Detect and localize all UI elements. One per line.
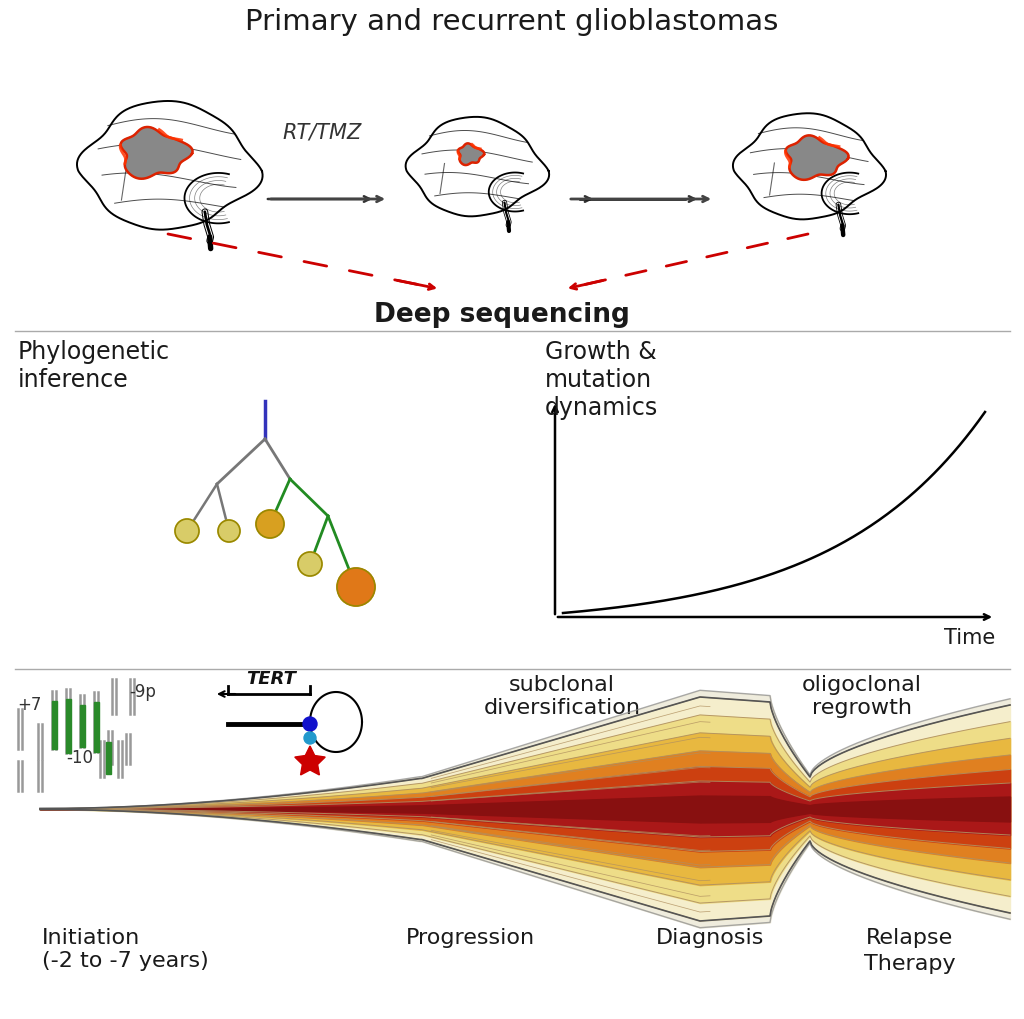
Polygon shape: [488, 173, 523, 212]
Circle shape: [175, 520, 199, 543]
Polygon shape: [821, 173, 858, 215]
Text: TERT: TERT: [246, 669, 296, 688]
Polygon shape: [184, 174, 229, 224]
Text: -10: -10: [66, 748, 93, 766]
Text: Growth &
mutation
dynamics: Growth & mutation dynamics: [545, 339, 658, 419]
Text: subclonal
diversification: subclonal diversification: [483, 675, 640, 717]
Polygon shape: [406, 118, 549, 217]
Circle shape: [303, 717, 317, 732]
Bar: [80, 705, 85, 747]
Bar: [52, 701, 57, 749]
Text: Deep sequencing: Deep sequencing: [374, 302, 630, 328]
Polygon shape: [121, 127, 193, 179]
Bar: [106, 742, 111, 774]
Polygon shape: [458, 145, 484, 166]
Text: Therapy: Therapy: [864, 953, 955, 973]
Circle shape: [298, 552, 322, 577]
Text: Initiation
(-2 to -7 years): Initiation (-2 to -7 years): [42, 927, 209, 970]
Text: Primary and recurrent glioblastomas: Primary and recurrent glioblastomas: [246, 8, 778, 36]
Text: -9p: -9p: [129, 683, 156, 700]
Text: Relapse: Relapse: [866, 927, 953, 947]
Bar: [94, 702, 99, 752]
Text: +7: +7: [17, 695, 41, 713]
Circle shape: [337, 569, 375, 606]
Text: oligoclonal
regrowth: oligoclonal regrowth: [802, 675, 922, 717]
Text: Phylogenetic
inference: Phylogenetic inference: [18, 339, 170, 391]
Polygon shape: [733, 114, 886, 220]
Circle shape: [304, 733, 316, 744]
Text: Diagnosis: Diagnosis: [655, 927, 764, 947]
Circle shape: [218, 521, 240, 542]
Polygon shape: [295, 746, 326, 775]
Circle shape: [256, 511, 284, 538]
Text: Progression: Progression: [406, 927, 535, 947]
Polygon shape: [785, 137, 849, 180]
Text: Time: Time: [944, 628, 995, 647]
Polygon shape: [77, 102, 262, 230]
Bar: [66, 699, 71, 753]
Text: RT/TMZ: RT/TMZ: [283, 122, 361, 142]
